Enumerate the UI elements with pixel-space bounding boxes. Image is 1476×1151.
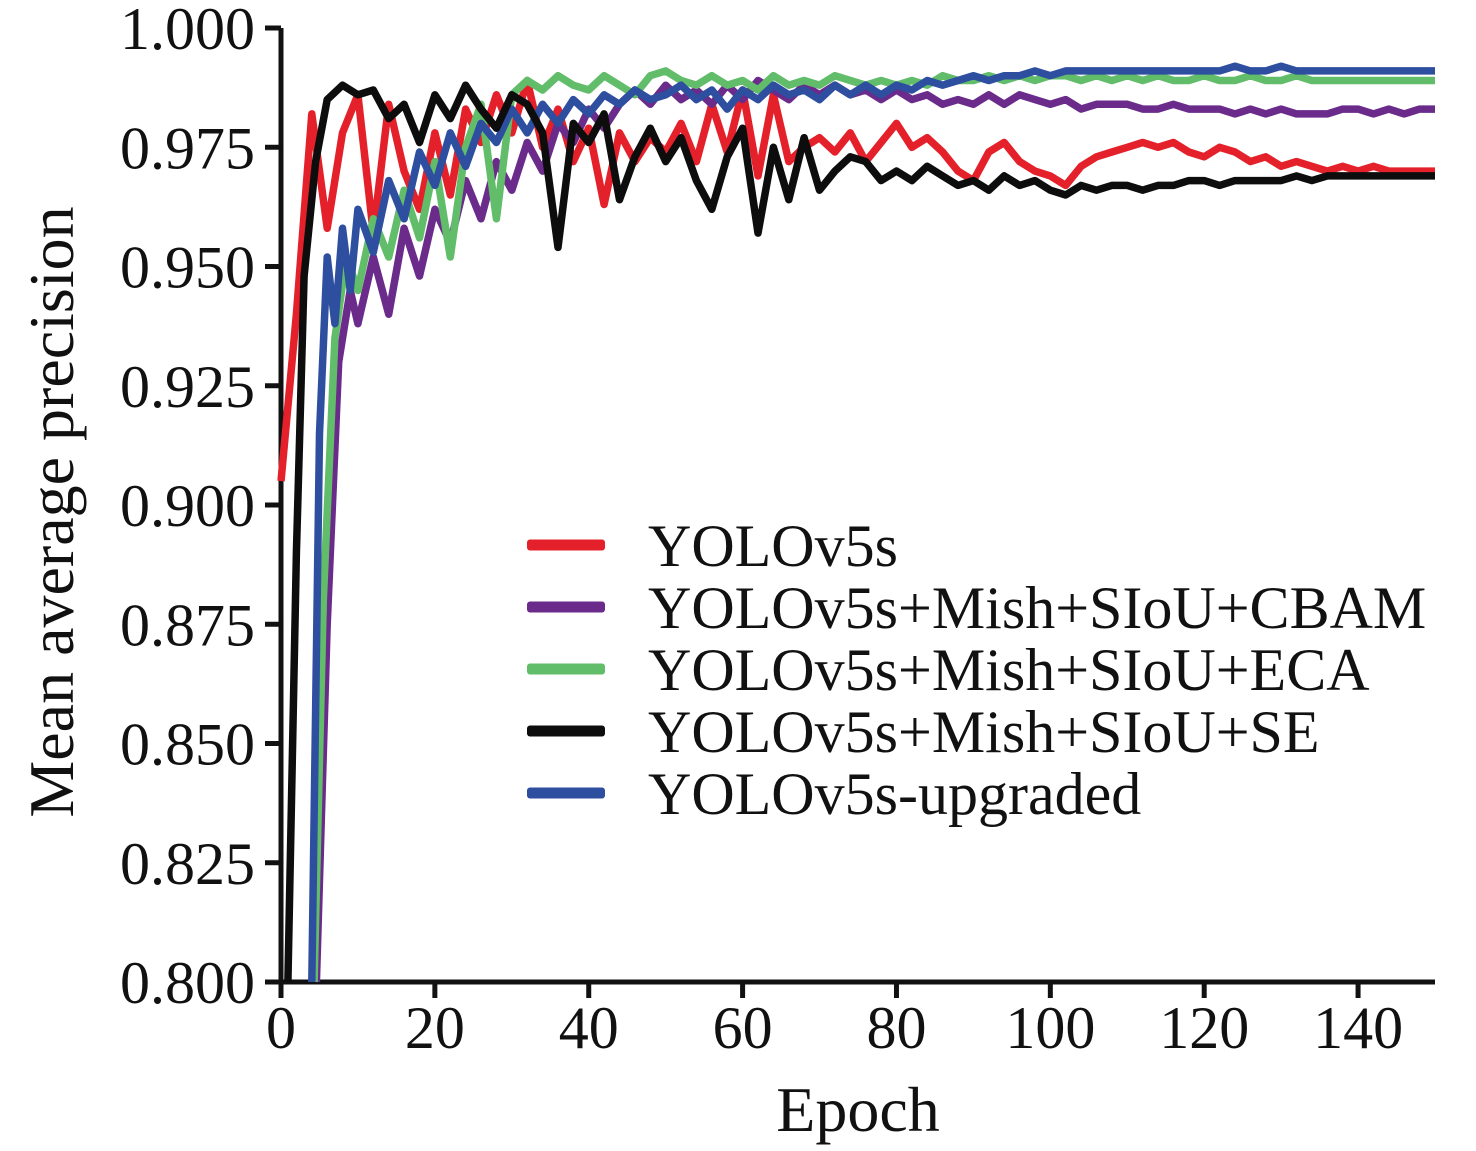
legend-item: YOLOv5s+Mish+SIoU+SE [527,699,1320,765]
x-tick-label: 60 [713,995,773,1061]
x-tick-label: 80 [866,995,926,1061]
y-tick-label: 0.900 [120,473,255,539]
legend-item: YOLOv5s [527,513,898,579]
y-tick-label: 0.875 [120,592,255,658]
y-tick-label: 0.975 [120,115,255,181]
legend-label: YOLOv5s+Mish+SIoU+CBAM [648,575,1426,641]
legend-label: YOLOv5s+Mish+SIoU+SE [648,699,1320,765]
legend-swatch-yolov5s-mish-siou-eca [527,663,605,675]
legend-label: YOLOv5s-upgraded [648,761,1141,827]
legend-item: YOLOv5s+Mish+SIoU+ECA [527,637,1370,703]
plot-area [277,62,1435,983]
legend-swatch-yolov5s-mish-siou-cbam [527,601,605,613]
x-axis-title: Epoch [776,1074,940,1145]
y-tick-label: 0.825 [120,831,255,897]
series-line-yolov5s-mish-siou-cbam [312,76,1435,983]
series-line-yolov5s-upgraded [308,62,1435,983]
legend-swatch-yolov5s [527,539,605,551]
y-tick-label: 0.850 [120,712,255,778]
y-tick-label: 0.950 [120,235,255,301]
legend-label: YOLOv5s+Mish+SIoU+ECA [648,637,1370,703]
legend-swatch-yolov5s-upgraded [527,787,605,799]
legend-label: YOLOv5s [648,513,898,579]
x-tick-label: 140 [1313,995,1403,1061]
legend-swatch-yolov5s-mish-siou-se [527,725,605,737]
x-tick-label: 0 [266,995,296,1061]
y-tick-label: 0.925 [120,354,255,420]
legend: YOLOv5sYOLOv5s+Mish+SIoU+CBAMYOLOv5s+Mis… [527,513,1426,827]
y-axis-title: Mean average precision [16,206,87,818]
legend-item: YOLOv5s-upgraded [527,761,1141,827]
x-tick-label: 100 [1005,995,1095,1061]
legend-item: YOLOv5s+Mish+SIoU+CBAM [527,575,1426,641]
x-tick-label: 20 [405,995,465,1061]
x-tick-label: 40 [559,995,619,1061]
y-tick-label: 1.000 [120,0,255,62]
y-tick-label: 0.800 [120,950,255,1016]
series-line-yolov5s-mish-siou-se [284,81,1435,983]
x-tick-label: 120 [1159,995,1249,1061]
